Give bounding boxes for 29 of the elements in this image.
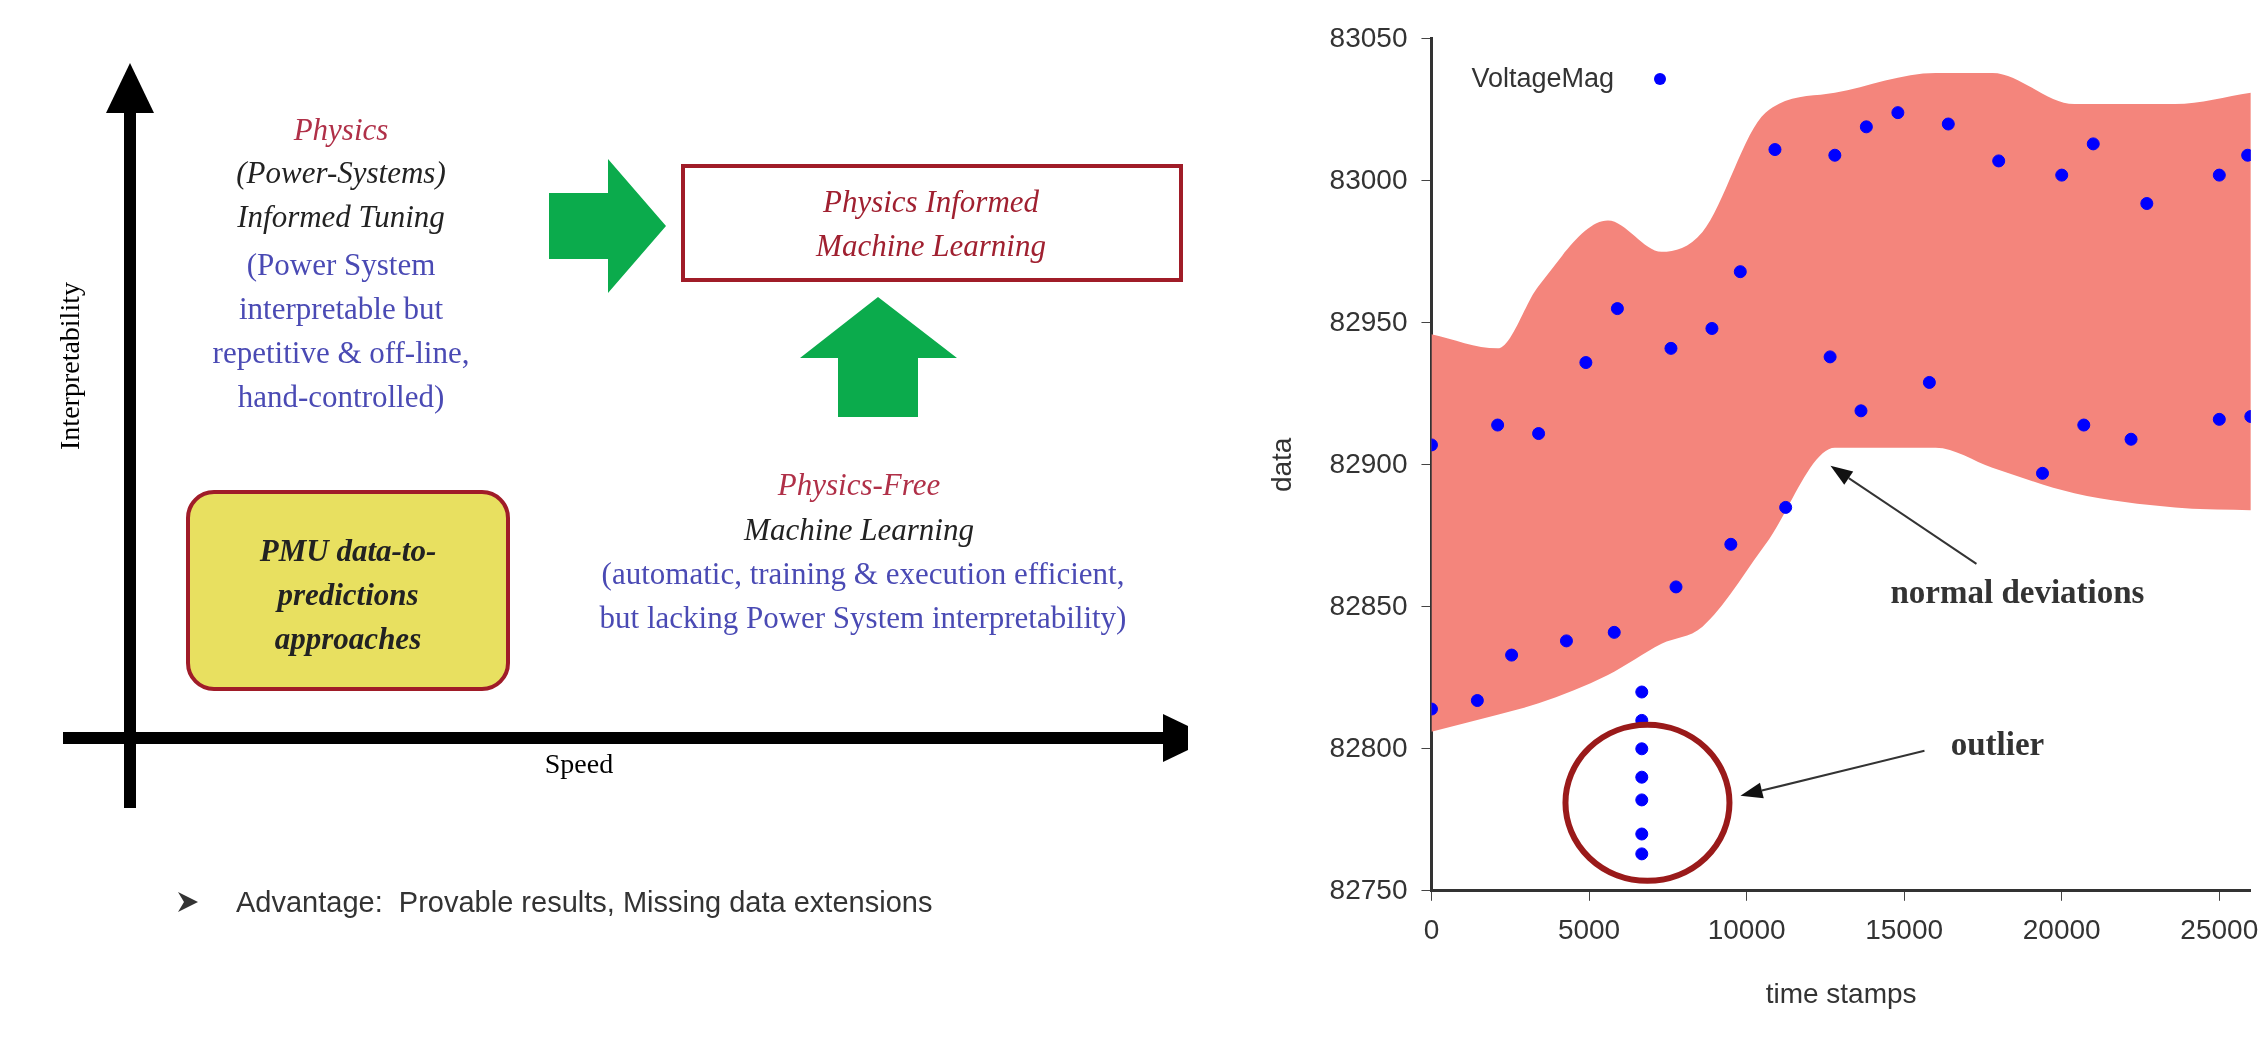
text: Advantage: Provable results, Missing data extensions [236,885,933,920]
x-tick-label: 20000 [2022,914,2101,946]
y-tick-label: 82800 [1329,731,1408,763]
y-tick-label: 82850 [1329,589,1408,621]
legend-label: VoltageMag [1471,63,1615,95]
x-tick-label: 25000 [2180,914,2259,946]
x-tick-label: 5000 [1557,914,1621,946]
text: (Power System interpretable but repetitive & off-line, hand-controlled) [212,246,470,416]
text: Physics [293,111,389,149]
annotation: normal deviations [1890,573,2145,611]
text: Physics-Free [777,466,941,504]
y-tick-label: 82900 [1329,447,1408,479]
text: Speed [544,748,614,780]
annotation: outlier [1950,725,2045,763]
text: (automatic, training & execution efficient, but lacking Power System interpretability) [599,555,1127,637]
text: PMU data-to- predictions approaches [259,532,437,658]
text: Physics Informed Machine Learning [816,183,1046,265]
y-tick-label: 83050 [1329,21,1408,53]
y-tick-label: 83000 [1329,163,1408,195]
y-tick-label: 82950 [1329,305,1408,337]
x-tick-label: 15000 [1865,914,1944,946]
text: Machine Learning [744,511,974,549]
text: Interpretability [54,282,86,450]
x-axis-title: time stamps [1765,977,1917,1009]
x-tick-label: 0 [1423,914,1440,946]
y-tick-label: 82750 [1329,873,1408,905]
text: (Power-Systems) Informed Tuning [236,154,446,236]
x-tick-label: 10000 [1707,914,1786,946]
y-axis-title: data [1265,437,1297,493]
